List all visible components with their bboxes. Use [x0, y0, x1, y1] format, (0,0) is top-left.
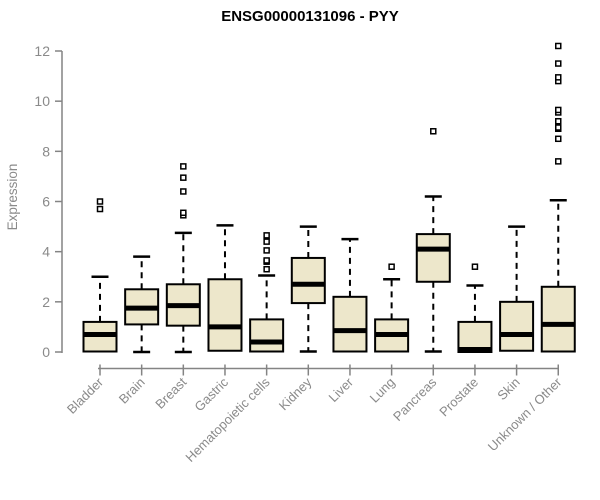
outlier-point: [263, 265, 270, 273]
box-group-breast: [165, 163, 201, 354]
y-tick-label-12: 12: [34, 43, 50, 59]
x-tick-label-kidney: Kidney: [276, 374, 315, 413]
outlier-point: [555, 60, 562, 67]
y-axis: 0 2 4 6 8 10 12: [34, 43, 63, 360]
iqr-box: [207, 278, 243, 352]
x-tick-label-liver: Liver: [326, 374, 357, 405]
x-tick-label-bladder: Bladder: [64, 374, 107, 417]
outlier-point: [180, 209, 187, 217]
x-tick-label-skin: Skin: [494, 375, 522, 403]
x-tick-label-brain: Brain: [116, 375, 148, 407]
outlier-point: [180, 174, 187, 181]
x-tick-label-lung: Lung: [367, 375, 398, 406]
outlier-point: [555, 74, 562, 81]
y-tick-label-2: 2: [42, 294, 50, 310]
box-group-bladder: [82, 198, 118, 353]
outlier-point: [263, 257, 270, 264]
iqr-box: [249, 318, 285, 353]
outlier-point: [96, 205, 104, 213]
chart-title: ENSG00000131096 - PYY: [221, 8, 399, 25]
box-group-skin: [499, 225, 535, 352]
y-tick-label-0: 0: [42, 344, 50, 360]
outlier-point: [555, 117, 562, 125]
outlier-point: [430, 128, 437, 135]
box-group-brain: [124, 255, 160, 354]
iqr-box: [415, 233, 451, 283]
outlier-point: [555, 42, 562, 50]
outlier-point: [263, 232, 270, 239]
box-group-prostate: [457, 263, 493, 353]
x-tick-label-unknown-other: Unknown / Other: [485, 374, 565, 454]
outlier-point: [555, 106, 562, 114]
y-tick-label-10: 10: [34, 93, 50, 109]
x-tick-label-prostate: Prostate: [436, 375, 481, 420]
x-tick-label-pancreas: Pancreas: [390, 374, 440, 424]
box-group-lung: [374, 263, 410, 353]
box-group-unknown-other: [540, 42, 576, 353]
outlier-point: [555, 124, 562, 131]
box-group-gastric: [207, 224, 243, 352]
box-group-kidney: [290, 225, 326, 353]
y-tick-label-8: 8: [42, 143, 50, 159]
box-group-hematopoietic-cells: [249, 232, 285, 353]
y-axis-label: Expression: [5, 164, 20, 231]
outlier-point: [388, 263, 395, 270]
outlier-point: [180, 188, 187, 195]
y-tick-label-4: 4: [42, 244, 50, 260]
x-tick-label-breast: Breast: [152, 374, 189, 411]
outlier-point: [471, 263, 479, 270]
outlier-point: [555, 135, 562, 143]
iqr-box: [332, 295, 368, 353]
iqr-box: [290, 256, 326, 305]
box-group-pancreas: [415, 128, 451, 353]
box-group-liver: [332, 237, 368, 353]
outlier-point: [96, 198, 104, 205]
iqr-box: [540, 285, 576, 353]
iqr-box: [499, 300, 535, 352]
outlier-point: [555, 158, 562, 165]
outlier-point: [180, 163, 187, 170]
x-tick-label-gastric: Gastric: [191, 374, 231, 414]
outlier-point: [263, 238, 270, 245]
outlier-point: [263, 247, 270, 254]
iqr-box: [457, 320, 493, 353]
y-tick-label-6: 6: [42, 194, 50, 210]
